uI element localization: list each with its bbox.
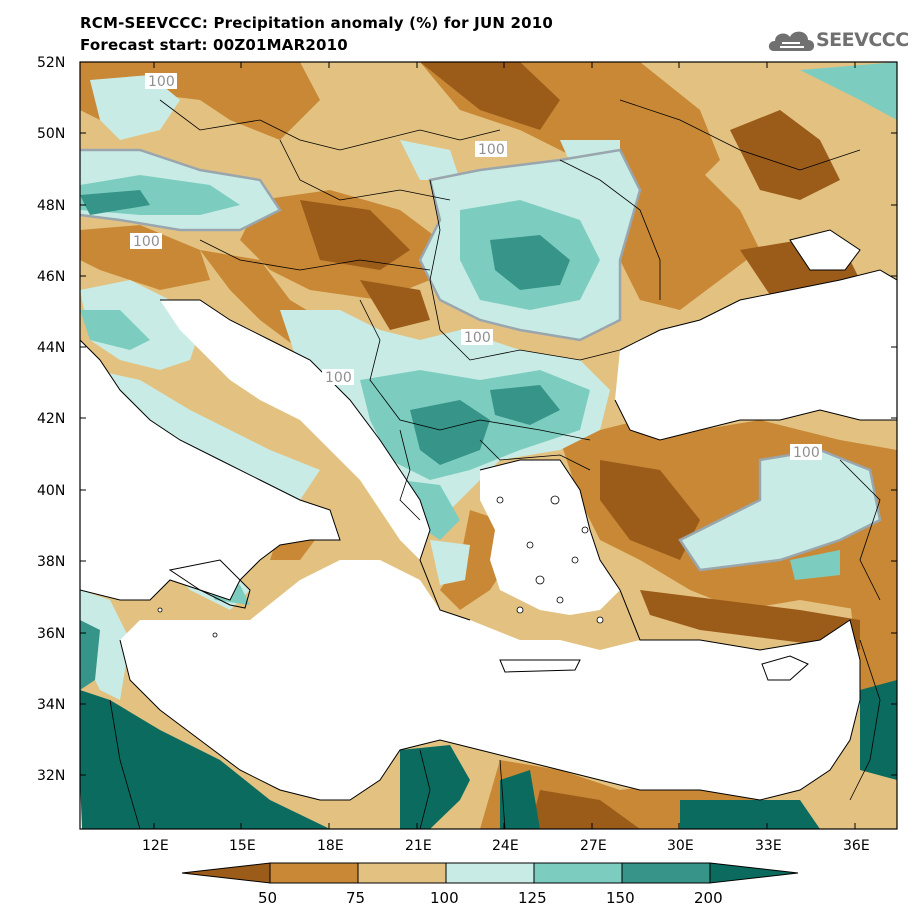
field-150-200-romania [490,235,570,290]
colorbar-segment-75-100 [357,862,447,884]
lon-label: 30E [667,838,694,854]
colorbar-tick: 75 [346,889,365,907]
field-125-150-north-east [800,62,897,120]
contour-labels: 100 100 100 100 100 100 [130,73,822,461]
field-above-200-egypt-west [500,770,540,829]
contour-label: 100 [478,142,505,158]
colorbar-tick: 100 [430,889,459,907]
lat-label: 42N [37,411,65,427]
field-above-200-israel [860,680,897,780]
field-50-75-alps [80,225,210,290]
aegean-islands [157,495,604,638]
sea-mediterranean [120,560,860,800]
sea-tyrrhenian [80,340,340,600]
contour-100-turkey [678,448,882,572]
colorbar-segment-150-200 [621,862,711,884]
field-150-200-bulgaria-east [490,385,560,425]
field-100-125-central-turkey [680,450,880,570]
lon-label: 12E [142,838,169,854]
colorbar-segment-50-75 [269,862,359,884]
field-below-50-austria [300,200,410,270]
colorbar-segment-above-200 [709,862,799,884]
lat-label: 46N [37,269,65,285]
lon-label: 15E [229,838,256,854]
lon-labels: 12E 15E 18E 21E 24E 27E 30E 33E 36E [142,838,870,854]
field-below-50-libya-east [530,790,640,829]
lat-labels: 52N 50N 48N 46N 44N 42N 40N 38N 36N 34N … [37,55,65,784]
lon-ticks [153,62,856,829]
field-above-200-egypt-coast [680,800,820,829]
map-title: RCM-SEEVCCC: Precipitation anomaly (%) f… [80,14,554,32]
sea-aegean [480,460,620,615]
country-borders [109,99,881,829]
logo-text: SEEVCCC [816,29,909,51]
colorbar-tick: 50 [258,889,277,907]
field-below-50-serbia [360,280,430,330]
field-100-125-slovakia [400,140,460,180]
cloud-logo-icon [768,31,815,51]
colorbar: 50 75 100 125 150 200 [181,862,799,907]
lat-label: 44N [37,340,65,356]
lat-ticks [80,61,897,776]
contour-100-romania [418,148,642,342]
field-50-75-levant [850,580,897,700]
lon-label: 33E [755,838,782,854]
sea-black-sea [615,270,897,440]
field-150-200-bulgaria-west [410,400,490,465]
field-150-200-tunisia [80,620,100,690]
seevccc-logo: SEEVCCC [766,23,909,57]
field-125-150-alps-south [80,310,150,350]
field-above-200-libya-west [80,690,330,829]
contour-label: 100 [133,234,160,250]
lat-label: 36N [37,626,65,642]
coastlines [80,229,897,801]
colorbar-tick: 125 [518,889,547,907]
contour-label: 100 [325,370,352,386]
field-125-150-east-turkey [790,550,840,580]
field-below-50-poland [420,62,560,130]
lon-label: 36E [843,838,870,854]
map-frame [79,61,898,830]
field-100-125-ionian [430,540,470,585]
contour-label: 100 [148,74,175,90]
field-100-125-west-italy [95,370,320,500]
colorbar-segment-100-125 [445,862,535,884]
field-below-50-south-turkey [640,590,860,650]
field-below-50-west-turkey [600,460,700,560]
lat-label: 38N [37,554,65,570]
lat-label: 32N [37,768,65,784]
contour-label: 100 [464,330,491,346]
lon-label: 24E [492,838,519,854]
lon-label: 18E [317,838,344,854]
sea-azov [790,230,860,270]
field-50-75-greece [440,510,510,610]
lat-label: 52N [37,55,65,71]
contour-label: 100 [793,445,820,461]
lat-label: 48N [37,198,65,214]
field-above-200-cyrenaica [400,745,470,829]
forecast-start-subtitle: Forecast start: 00Z01MAR2010 [80,36,348,54]
colorbar-tick: 200 [694,889,723,907]
anomaly-field [80,62,897,829]
field-below-50-ukraine [730,110,840,200]
field-150-200-germany [80,190,150,215]
colorbar-segment-125-150 [533,862,623,884]
lat-label: 50N [37,126,65,142]
lon-label: 27E [580,838,607,854]
contour-100-germany [80,148,282,232]
colorbar-segment-below-50 [181,862,271,884]
lat-label: 34N [37,697,65,713]
colorbar-tick: 150 [606,889,635,907]
field-50-75-romania-east [600,170,760,310]
lon-label: 21E [405,838,432,854]
sea-corsica-west [80,440,90,530]
field-100-125-north-west [90,75,180,140]
sea-adriatic [160,300,430,560]
lat-label: 40N [37,483,65,499]
